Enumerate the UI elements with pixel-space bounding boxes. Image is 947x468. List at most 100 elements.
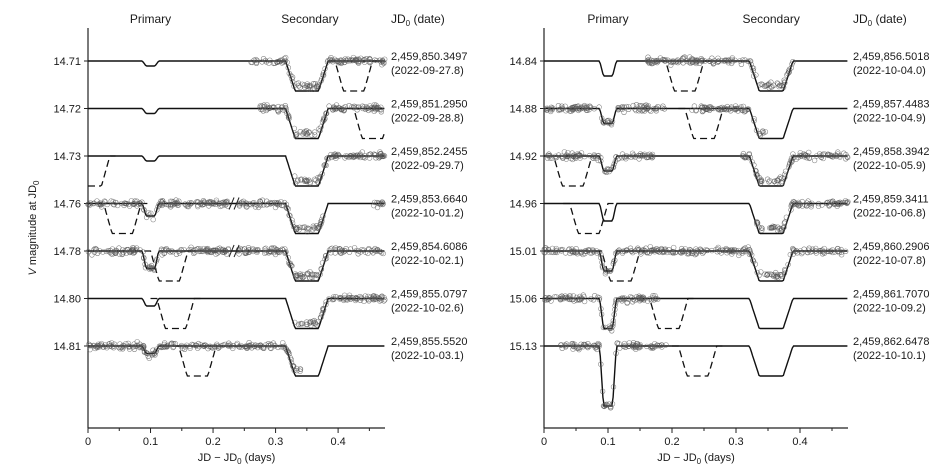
data-point xyxy=(192,342,199,348)
data-point xyxy=(797,150,803,156)
data-point xyxy=(714,249,720,255)
data-point xyxy=(304,321,310,328)
data-point xyxy=(260,344,266,350)
data-point xyxy=(334,246,341,252)
data-point xyxy=(302,176,308,182)
data-point xyxy=(289,220,296,226)
data-point xyxy=(817,151,823,157)
data-point xyxy=(158,344,164,351)
data-point xyxy=(652,295,658,302)
data-point xyxy=(578,341,584,347)
data-point xyxy=(302,224,308,230)
data-point xyxy=(638,152,644,159)
data-point xyxy=(645,103,652,109)
data-point xyxy=(236,251,242,257)
data-point xyxy=(556,106,562,113)
data-point xyxy=(196,248,202,255)
data-point xyxy=(319,260,326,266)
data-point xyxy=(606,401,612,407)
data-point xyxy=(583,248,590,255)
data-point xyxy=(841,150,847,156)
data-point xyxy=(200,248,206,255)
data-point xyxy=(781,224,787,230)
data-point xyxy=(614,249,620,256)
data-point xyxy=(278,58,284,64)
data-point xyxy=(330,106,336,113)
data-point xyxy=(182,344,188,350)
data-point xyxy=(365,250,371,257)
data-point xyxy=(808,202,814,208)
dashed-model-curve xyxy=(328,60,379,92)
data-point xyxy=(652,293,658,299)
data-point xyxy=(368,59,374,65)
data-point xyxy=(648,343,654,349)
data-point xyxy=(633,344,639,351)
column-header-jd0-date: JD0 (date) xyxy=(391,12,445,28)
data-point xyxy=(828,248,834,254)
data-point xyxy=(572,249,579,255)
data-point xyxy=(146,355,152,361)
data-point xyxy=(365,107,372,114)
data-point xyxy=(631,343,637,349)
data-point xyxy=(342,248,348,254)
data-point xyxy=(738,107,745,113)
data-point xyxy=(367,151,374,157)
data-point xyxy=(361,57,367,63)
data-point xyxy=(630,102,636,109)
row-jd0-label: 2,459,855.5520 xyxy=(391,336,467,348)
dashed-model-curve xyxy=(144,250,195,282)
data-point xyxy=(771,82,777,88)
data-point xyxy=(693,59,699,65)
data-point xyxy=(766,179,772,185)
data-point xyxy=(601,120,607,126)
data-point xyxy=(378,295,384,301)
row-magnitude-label: 15.13 xyxy=(509,341,537,353)
data-point xyxy=(836,249,842,256)
data-point xyxy=(322,162,328,168)
data-point xyxy=(745,106,752,112)
data-point xyxy=(264,102,270,108)
data-point xyxy=(379,153,385,160)
row-date-label: (2022-10-04.0) xyxy=(853,65,926,77)
data-point xyxy=(790,202,796,208)
data-point xyxy=(170,341,177,347)
row-magnitude-label: 14.73 xyxy=(53,151,81,163)
data-point xyxy=(585,247,591,253)
data-point xyxy=(749,159,755,165)
data-point xyxy=(607,268,613,274)
data-point xyxy=(380,201,386,208)
row-jd0-label: 2,459,856.5018 xyxy=(853,51,929,63)
data-point xyxy=(320,70,327,76)
observed-data-points xyxy=(644,54,796,91)
data-point xyxy=(555,103,562,109)
data-point xyxy=(689,107,695,113)
row-date-label: (2022-10-04.9) xyxy=(853,113,926,125)
data-point xyxy=(653,247,659,253)
data-point xyxy=(318,314,324,321)
data-point xyxy=(724,247,730,254)
data-point xyxy=(161,343,168,350)
data-point xyxy=(723,57,729,63)
data-point xyxy=(317,271,323,277)
column-header-primary: Primary xyxy=(587,12,628,26)
data-point xyxy=(373,155,379,161)
data-point xyxy=(629,299,636,305)
data-point xyxy=(244,345,250,351)
data-point xyxy=(289,74,296,80)
data-point xyxy=(821,245,827,252)
data-point xyxy=(207,200,214,206)
data-point xyxy=(297,129,303,135)
data-point xyxy=(176,250,183,256)
data-point xyxy=(291,367,297,373)
row-date-label: (2022-09-29.7) xyxy=(391,160,464,172)
data-point xyxy=(261,345,267,351)
data-point xyxy=(319,171,325,177)
data-point xyxy=(598,158,604,164)
data-point xyxy=(297,321,304,327)
data-point xyxy=(258,344,264,350)
data-point xyxy=(211,343,218,350)
data-point xyxy=(591,342,597,349)
data-point xyxy=(111,345,117,351)
data-point xyxy=(272,245,278,251)
data-point xyxy=(669,249,676,255)
